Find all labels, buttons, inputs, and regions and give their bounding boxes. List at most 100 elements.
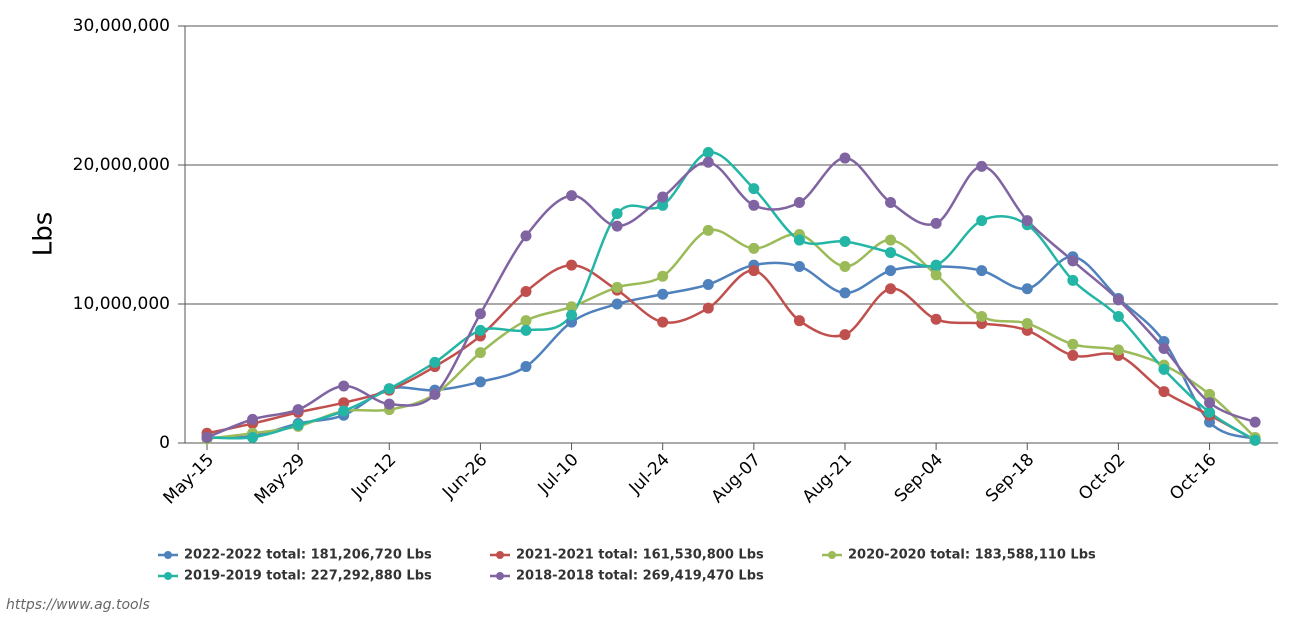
- data-point: [702, 224, 714, 236]
- x-tick-label: May-15: [160, 450, 218, 508]
- x-tick-label: May-29: [251, 450, 309, 508]
- data-point: [247, 431, 259, 443]
- legend-marker: [496, 551, 504, 559]
- legend-item: 2022-2022 total: 181,206,720 Lbs: [158, 548, 432, 563]
- data-point: [611, 281, 623, 293]
- data-point: [793, 234, 805, 246]
- x-tick-label: Jul-10: [534, 450, 583, 499]
- data-point: [1249, 416, 1261, 428]
- data-point: [1067, 349, 1079, 361]
- data-point: [839, 260, 851, 272]
- data-point: [520, 285, 532, 297]
- legend-item: 2019-2019 total: 227,292,880 Lbs: [158, 569, 432, 584]
- data-point: [839, 152, 851, 164]
- x-tick-label: Jun-26: [438, 450, 491, 503]
- data-point: [657, 191, 669, 203]
- data-point: [611, 220, 623, 232]
- data-point: [383, 383, 395, 395]
- data-point: [748, 183, 760, 195]
- data-point: [1067, 274, 1079, 286]
- x-tick-label: Oct-02: [1075, 450, 1130, 505]
- legend-label: 2019-2019 total: 227,292,880 Lbs: [184, 569, 432, 584]
- data-point: [839, 329, 851, 341]
- legend-item: 2018-2018 total: 269,419,470 Lbs: [490, 569, 764, 584]
- series-line: [206, 228, 1256, 441]
- source-text: https://www.ag.tools: [6, 597, 150, 613]
- y-tick-label: 30,000,000: [73, 16, 170, 36]
- data-point: [338, 405, 350, 417]
- legend-item: 2020-2020 total: 183,588,110 Lbs: [822, 548, 1096, 563]
- data-point: [338, 397, 350, 409]
- data-point: [474, 347, 486, 359]
- legend-marker: [496, 572, 504, 580]
- x-tick-label: Jun-12: [347, 450, 400, 503]
- x-tick-label: Sep-04: [891, 450, 947, 506]
- series-line: [206, 263, 1256, 442]
- data-point: [885, 197, 897, 209]
- data-point: [1112, 294, 1124, 306]
- data-point: [930, 217, 942, 229]
- data-point: [976, 265, 988, 277]
- data-point: [1112, 311, 1124, 323]
- x-tick-label: Aug-07: [708, 450, 765, 507]
- data-point: [566, 190, 578, 202]
- data-point: [976, 215, 988, 227]
- chart-title: Totals: [576, 0, 716, 8]
- data-point: [885, 283, 897, 295]
- legend-item: 2021-2021 total: 161,530,800 Lbs: [490, 548, 764, 563]
- legend-marker: [164, 572, 172, 580]
- legend-label: 2021-2021 total: 161,530,800 Lbs: [516, 548, 764, 563]
- y-tick-label: 20,000,000: [73, 155, 170, 175]
- data-point: [657, 288, 669, 300]
- data-point: [839, 235, 851, 247]
- data-point: [520, 230, 532, 242]
- data-point: [793, 315, 805, 327]
- data-point: [748, 265, 760, 277]
- data-point: [1204, 397, 1216, 409]
- data-point: [566, 309, 578, 321]
- data-point: [474, 324, 486, 336]
- data-point: [976, 311, 988, 323]
- data-point: [1112, 344, 1124, 356]
- y-tick-label: 0: [159, 433, 170, 453]
- data-point: [1067, 338, 1079, 350]
- data-point: [247, 413, 259, 425]
- data-point: [930, 259, 942, 271]
- x-tick-label: Oct-16: [1166, 450, 1221, 505]
- data-point: [1021, 317, 1033, 329]
- data-point: [1021, 215, 1033, 227]
- data-point: [793, 260, 805, 272]
- data-point: [1021, 283, 1033, 295]
- data-point: [839, 287, 851, 299]
- data-point: [748, 242, 760, 254]
- data-point: [1158, 342, 1170, 354]
- y-axis-label: Lbs: [29, 212, 59, 257]
- legend-marker: [828, 551, 836, 559]
- data-point: [657, 199, 669, 211]
- data-point: [611, 208, 623, 220]
- data-point: [429, 388, 441, 400]
- data-point: [566, 259, 578, 271]
- data-point: [793, 197, 805, 209]
- data-point: [885, 234, 897, 246]
- data-point: [520, 361, 532, 373]
- data-point: [429, 356, 441, 368]
- legend-label: 2018-2018 total: 269,419,470 Lbs: [516, 569, 764, 584]
- data-point: [657, 270, 669, 282]
- data-point: [520, 324, 532, 336]
- data-point: [702, 156, 714, 168]
- y-tick-label: 10,000,000: [73, 294, 170, 314]
- data-point: [338, 380, 350, 392]
- series-line: [206, 156, 1256, 439]
- legend-label: 2020-2020 total: 183,588,110 Lbs: [848, 548, 1096, 563]
- data-point: [930, 313, 942, 325]
- data-point: [292, 404, 304, 416]
- data-point: [702, 146, 714, 158]
- data-point: [930, 269, 942, 281]
- x-tick-label: Sep-18: [982, 450, 1038, 506]
- data-point: [885, 247, 897, 259]
- legend-label: 2022-2022 total: 181,206,720 Lbs: [184, 548, 432, 563]
- data-point: [520, 315, 532, 327]
